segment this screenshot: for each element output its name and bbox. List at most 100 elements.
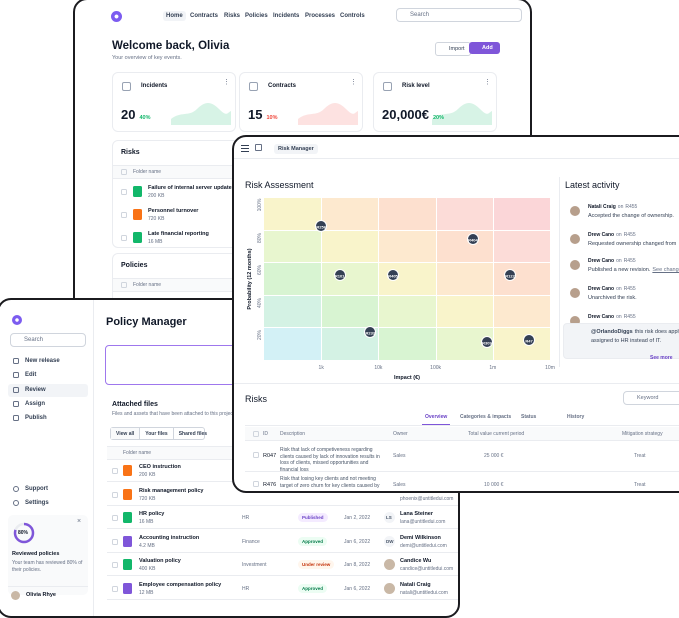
card-menu[interactable]: ⋮ [350, 79, 357, 86]
heat-cell [492, 262, 550, 295]
checkbox[interactable] [112, 515, 118, 521]
checkbox[interactable] [112, 491, 118, 498]
activity-connector: on [616, 286, 622, 292]
import-button[interactable]: Import [435, 42, 471, 56]
date: Jan 8, 2022 [344, 562, 371, 568]
nav-item[interactable]: Policies [245, 13, 268, 19]
point-label: R309 [482, 340, 492, 346]
grid-line [264, 327, 550, 329]
file-icon [123, 559, 132, 570]
risk-point[interactable]: R405 [387, 269, 399, 282]
menu-item[interactable]: Publish [25, 415, 47, 422]
checkbox[interactable] [121, 169, 127, 175]
search-placeholder: Search [410, 12, 430, 18]
checkbox[interactable] [121, 235, 127, 241]
risk-point[interactable]: R309 [480, 336, 493, 349]
avatar [11, 591, 20, 600]
grid-line [264, 229, 550, 231]
nav-item[interactable]: Incidents [273, 13, 300, 19]
search-box[interactable] [396, 8, 522, 22]
card-menu[interactable]: ⋮ [223, 79, 230, 86]
menu-item[interactable]: Review [25, 386, 46, 393]
activity-link[interactable]: See change [652, 267, 679, 273]
checkbox[interactable] [253, 481, 259, 487]
tab[interactable]: Shared files [172, 428, 212, 439]
date: Jan 6, 2022 [344, 538, 371, 545]
close-button[interactable]: × [77, 518, 82, 525]
column-header: ID [263, 431, 268, 437]
row-divider [107, 551, 458, 553]
card-change: 40% [139, 115, 151, 121]
menu-item[interactable]: Settings [25, 500, 49, 506]
checkbox[interactable] [121, 212, 127, 218]
heat-cell [264, 197, 322, 230]
risk-description: Risk that losing key clients and not mee… [280, 476, 380, 489]
risk-point[interactable]: R256 [315, 220, 328, 233]
checkbox[interactable] [253, 452, 259, 458]
column-header: Owner [393, 431, 408, 437]
checkbox[interactable] [112, 538, 118, 545]
value-row: 20 40% [121, 107, 191, 125]
tab[interactable]: View all [111, 428, 140, 439]
risk-description: Risk that lack of competiveness regardin… [280, 447, 380, 473]
breadcrumb[interactable]: Risk Manager [274, 144, 318, 154]
nav-item[interactable]: Contracts [190, 13, 219, 19]
page-title: Welcome back, Olivia [112, 40, 230, 52]
page-subtitle: Your overview of key events. [112, 55, 182, 61]
tab[interactable]: History [567, 414, 585, 420]
file-icon [123, 535, 132, 547]
column-header: Mitigation strategy [622, 431, 663, 437]
heat-cell [435, 229, 493, 263]
card-icon [122, 82, 131, 91]
file-name: Personnel turnover [148, 208, 199, 214]
grid-line [435, 197, 437, 360]
nav-item[interactable]: Processes [305, 13, 336, 19]
risk-point[interactable]: R233 [364, 326, 377, 339]
risk-point[interactable]: R47 [523, 334, 536, 347]
point-label: R122 [505, 273, 515, 279]
menu-item[interactable]: Assign [25, 400, 46, 407]
nav-item[interactable]: Controls [340, 13, 365, 19]
nav-item[interactable]: Risks [224, 13, 241, 19]
checkbox[interactable] [112, 562, 118, 568]
search-box[interactable] [623, 391, 679, 405]
comment-box [563, 323, 679, 359]
card-menu[interactable]: ⋮ [484, 79, 491, 86]
search-box[interactable] [10, 333, 86, 347]
checkbox[interactable] [253, 431, 259, 437]
activity-header: Drew Cano on R455 [588, 232, 679, 240]
see-more-link[interactable]: See more [650, 355, 673, 361]
activity-text: Published a new revision. [588, 267, 651, 273]
sparkline-decoration [171, 103, 231, 125]
file-name: CEO instruction [139, 464, 181, 470]
tab[interactable]: Your files [139, 428, 172, 439]
risk-id: R047 [263, 453, 277, 459]
tab[interactable]: Categories & impacts [460, 414, 512, 420]
status-badge: Approved [298, 536, 328, 546]
y-tick-label: 20% [257, 330, 263, 341]
activity-header: Drew Cano on R455 [588, 258, 679, 266]
risk-point[interactable]: R122 [504, 269, 517, 282]
risk-point[interactable]: R101 [333, 269, 346, 282]
department: Finance [242, 538, 260, 545]
checkbox[interactable] [121, 189, 127, 195]
grid-line [264, 294, 550, 296]
tab[interactable]: Overview [422, 414, 451, 425]
checkbox[interactable] [112, 585, 118, 592]
checkbox[interactable] [121, 282, 127, 288]
menu-item[interactable]: Support [25, 486, 48, 492]
y-tick-label: 40% [257, 297, 263, 308]
tab[interactable]: Status [521, 414, 537, 420]
checkbox[interactable] [112, 468, 118, 474]
progress-ring [13, 522, 35, 544]
risk-point[interactable]: R404 [466, 233, 479, 246]
comment-line: @OrlandoDiggs this risk does apply [591, 329, 679, 337]
menu-item[interactable]: New release [25, 358, 60, 364]
activity-header: Drew Cano on R455 [588, 314, 679, 322]
menu-item[interactable]: Edit [25, 372, 37, 379]
nav-item[interactable]: Home [163, 11, 186, 21]
department: HR [242, 515, 250, 521]
heat-cell [492, 197, 550, 230]
grid-line [378, 197, 380, 360]
add-button[interactable]: Add [469, 42, 500, 54]
